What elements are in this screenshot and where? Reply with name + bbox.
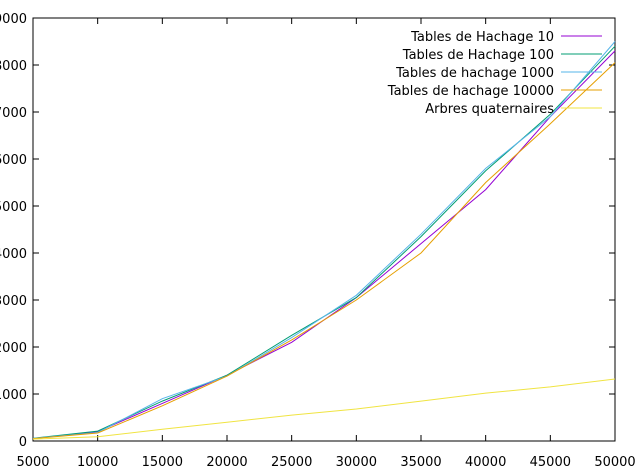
x-tick-label: 40000 (465, 455, 506, 470)
y-tick-label: 4000 (0, 247, 27, 262)
y-tick-label: 5000 (0, 200, 27, 215)
series-line-5 (32, 378, 616, 440)
y-tick-label: 8000 (0, 59, 27, 74)
legend-label: Tables de Hachage 10 (410, 30, 554, 45)
x-tick-label: 5000 (16, 455, 49, 470)
series-lines (32, 41, 616, 440)
x-tick-label: 30000 (336, 455, 377, 470)
y-tick-label: 3000 (0, 294, 27, 309)
y-tick-label: 1000 (0, 388, 27, 403)
y-tick-label: 2000 (0, 341, 27, 356)
x-tick-label: 35000 (400, 455, 441, 470)
x-tick-label: 25000 (271, 455, 312, 470)
y-tick-label: 6000 (0, 153, 27, 168)
legend-label: Arbres quaternaires (425, 102, 554, 117)
legend-label: Tables de hachage 1000 (395, 66, 554, 81)
x-tick-label: 10000 (77, 455, 118, 470)
axis-ticks: 0 1000 2000 3000 4000 5000 6000 7000 8000 9000 500… (0, 12, 636, 470)
y-tick-label: 0 (19, 435, 27, 450)
x-tick-label: 20000 (206, 455, 247, 470)
legend-label: Tables de Hachage 100 (402, 48, 554, 63)
x-tick-label: 45000 (530, 455, 571, 470)
legend-label: Tables de hachage 10000 (387, 84, 554, 99)
x-tick-label: 15000 (142, 455, 183, 470)
series-line-4 (32, 62, 616, 440)
legend: Tables de Hachage 10 Tables de Hachage 10… (387, 30, 602, 117)
plot-frame (32, 17, 616, 442)
series-line-3 (32, 41, 616, 439)
y-tick-label: 7000 (0, 106, 27, 121)
y-tick-label: 9000 (0, 12, 27, 27)
x-tick-label: 50000 (594, 455, 635, 470)
